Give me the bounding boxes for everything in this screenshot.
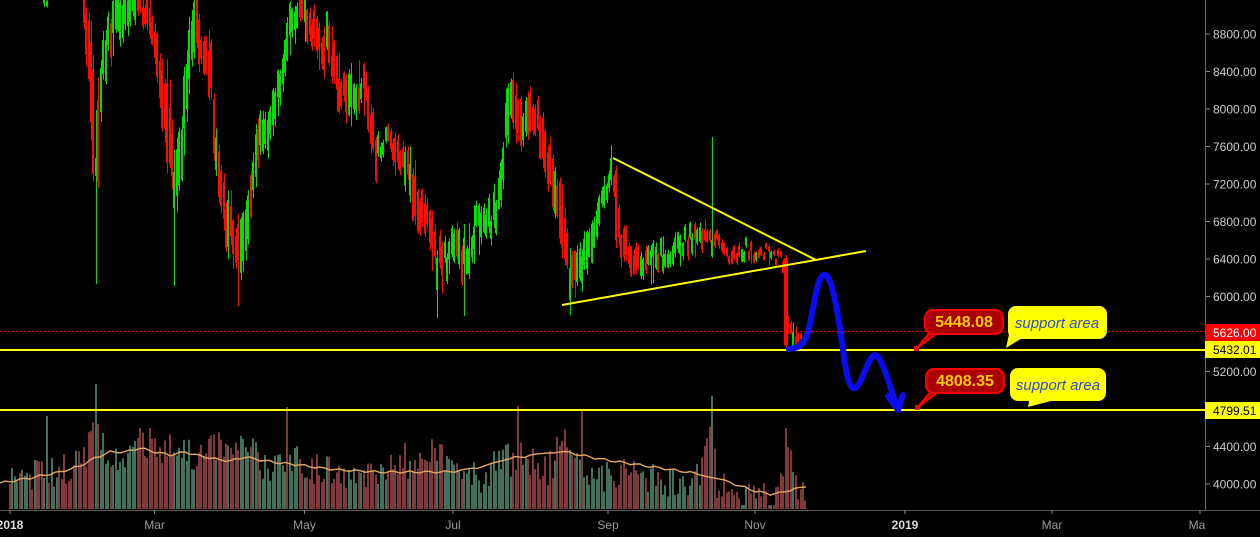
svg-text:7600.00: 7600.00: [1213, 140, 1257, 154]
svg-text:support area: support area: [1015, 315, 1099, 332]
svg-text:5626.00: 5626.00: [1213, 326, 1257, 340]
svg-text:Sep: Sep: [597, 518, 619, 532]
svg-text:5200.00: 5200.00: [1213, 365, 1257, 379]
svg-text:Mar: Mar: [1042, 518, 1063, 532]
svg-text:May: May: [293, 518, 316, 532]
svg-text:8800.00: 8800.00: [1213, 28, 1257, 42]
svg-text:5432.01: 5432.01: [1213, 343, 1257, 357]
svg-text:4000.00: 4000.00: [1213, 478, 1257, 492]
svg-text:4400.00: 4400.00: [1213, 440, 1257, 454]
svg-text:8400.00: 8400.00: [1213, 65, 1257, 79]
svg-text:Mar: Mar: [144, 518, 165, 532]
svg-text:6000.00: 6000.00: [1213, 290, 1257, 304]
svg-text:support area: support area: [1016, 377, 1100, 394]
svg-text:5448.08: 5448.08: [935, 314, 993, 331]
svg-text:2018: 2018: [0, 518, 24, 532]
svg-text:8000.00: 8000.00: [1213, 103, 1257, 117]
svg-text:2019: 2019: [892, 518, 919, 532]
svg-text:7200.00: 7200.00: [1213, 178, 1257, 192]
svg-text:Nov: Nov: [744, 518, 765, 532]
svg-text:Jul: Jul: [445, 518, 460, 532]
svg-text:4808.35: 4808.35: [936, 373, 994, 390]
svg-text:6800.00: 6800.00: [1213, 215, 1257, 229]
svg-text:6400.00: 6400.00: [1213, 253, 1257, 267]
svg-text:4799.51: 4799.51: [1213, 404, 1257, 418]
